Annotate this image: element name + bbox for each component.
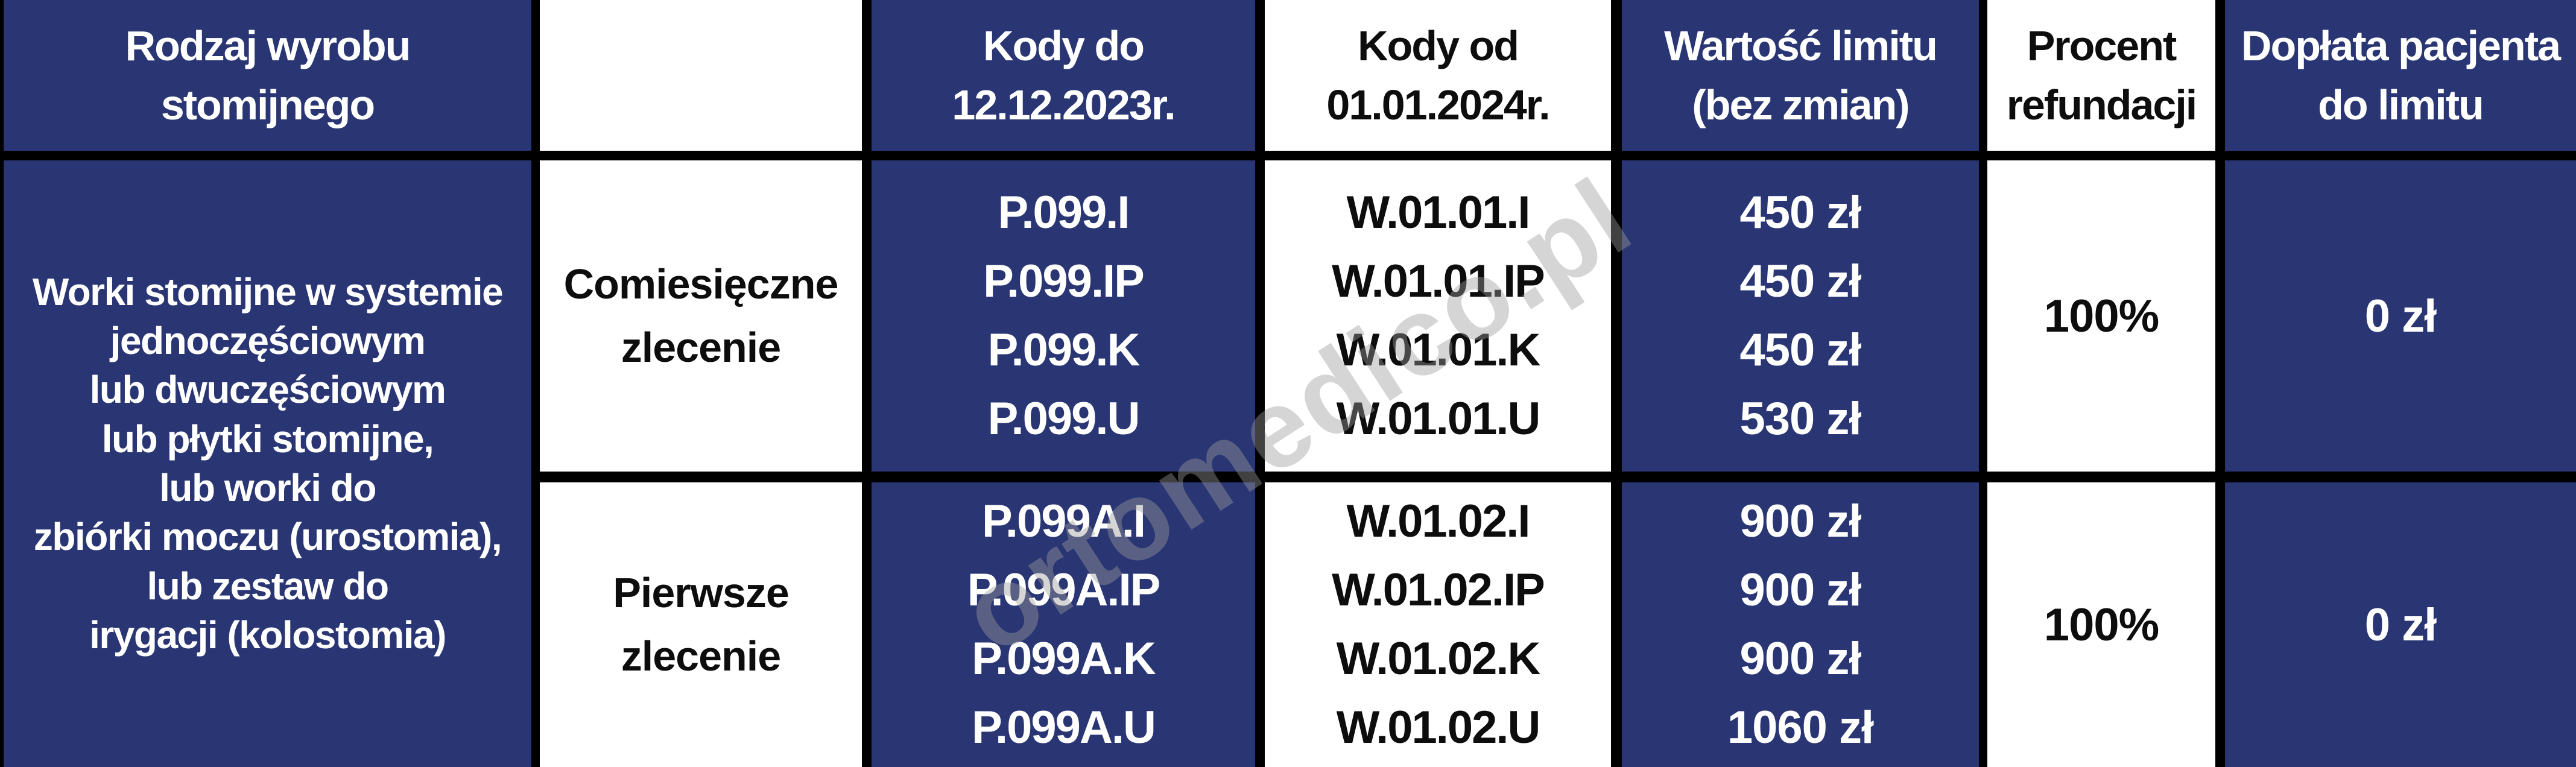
header-empty-cell <box>540 0 862 151</box>
header-procent-refundacji: Procent refundacji <box>1987 0 2215 151</box>
header-kody-do: Kody do 12.12.2023r. <box>872 0 1255 151</box>
header-doplata-pacjenta: Dopłata pacjenta do limitu <box>2225 0 2576 151</box>
cell-codes-old-row1: P.099.I P.099.IP P.099.K P.099.U <box>872 160 1255 472</box>
cell-codes-new-row2: W.01.02.I W.01.02.IP W.01.02.K W.01.02.U <box>1265 482 1611 767</box>
cell-patient-copay-row1: 0 zł <box>2225 160 2576 472</box>
cell-patient-copay-row2: 0 zł <box>2225 482 2576 767</box>
cell-order-type-row1: Comiesięczne zlecenie <box>540 160 862 472</box>
header-kody-od: Kody od 01.01.2024r. <box>1265 0 1611 151</box>
cell-order-type-row2: Pierwsze zlecenie <box>540 482 862 767</box>
header-wartosc-limitu: Wartość limitu (bez zmian) <box>1622 0 1979 151</box>
cell-codes-new-row1: W.01.01.I W.01.01.IP W.01.01.K W.01.01.U <box>1265 160 1611 472</box>
header-rodzaj-wyrobu: Rodzaj wyrobu stomijnego <box>4 0 531 151</box>
cell-limits-row2: 900 zł 900 zł 900 zł 1060 zł <box>1622 482 1979 767</box>
cell-refund-percent-row2: 100% <box>1987 482 2215 767</box>
cell-codes-old-row2: P.099A.I P.099A.IP P.099A.K P.099A.U <box>872 482 1255 767</box>
cell-product-description: Worki stomijne w systemie jednoczęściowy… <box>4 160 531 767</box>
cell-refund-percent-row1: 100% <box>1987 160 2215 472</box>
cell-limits-row1: 450 zł 450 zł 450 zł 530 zł <box>1622 160 1979 472</box>
